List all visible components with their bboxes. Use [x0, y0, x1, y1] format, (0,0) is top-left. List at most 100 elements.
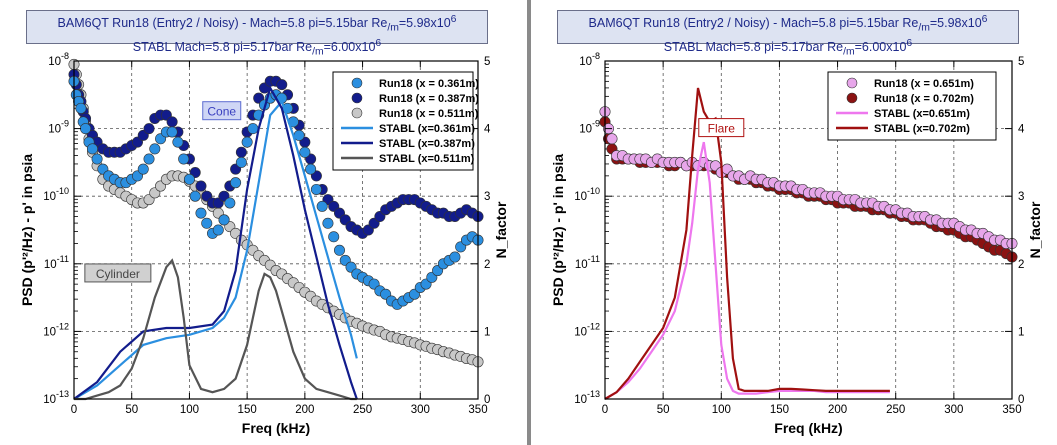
data-point — [322, 217, 334, 229]
y-axis-label: PSD (p'²/Hz) - p' in psia — [19, 154, 35, 306]
y-axis-right: 0 1 2 3 4 5 — [1005, 56, 1025, 406]
series-line — [604, 87, 890, 400]
chart-panel-left: BAM6QT Run18 (Entry2 / Noisy) - Mach=5.8… — [0, 0, 527, 445]
data-point — [201, 217, 213, 229]
y-tick-label: 10-8 — [579, 51, 600, 68]
y2-tick-label: 0 — [1018, 394, 1024, 406]
data-point — [166, 126, 178, 138]
legend: Run18 (x = 0.361m) Run18 (x = 0.387m) Run1… — [332, 71, 479, 171]
y2-tick-label: 1 — [1018, 326, 1024, 338]
x-tick-label: 350 — [1002, 404, 1021, 416]
series-markers — [599, 106, 1018, 250]
data-point — [230, 177, 242, 189]
data-point — [235, 156, 247, 168]
series-markers — [68, 75, 484, 310]
x-tick-label: 250 — [886, 404, 905, 416]
y2-tick-label: 5 — [1018, 56, 1024, 68]
x-axis: 0 50 100 150 200 250 300 350 — [71, 61, 488, 416]
chart-title-line1-right: BAM6QT Run18 (Entry2 / Noisy) - Mach=5.8… — [588, 14, 988, 34]
y-tick-label: 10-10 — [574, 186, 600, 203]
y2-axis-label: N_factor — [493, 201, 509, 258]
y2-tick-label: 2 — [1018, 259, 1024, 271]
data-point — [80, 123, 92, 135]
legend-marker — [351, 77, 363, 89]
x-tick-label: 100 — [712, 404, 731, 416]
annotation-label: Cone — [207, 105, 236, 119]
y-tick-label: 10-13 — [574, 389, 600, 406]
data-point — [247, 123, 259, 135]
y2-tick-label: 3 — [484, 191, 490, 203]
legend-marker — [351, 92, 363, 104]
annotation-box — [84, 263, 152, 283]
data-point — [305, 163, 317, 175]
x-tick-label: 50 — [125, 404, 138, 416]
x-tick-label: 350 — [468, 404, 487, 416]
x-tick-label: 0 — [71, 404, 77, 416]
x-tick-label: 300 — [944, 404, 963, 416]
series-line — [604, 141, 890, 400]
panel-separator — [527, 0, 531, 445]
y-tick-label: 10-11 — [575, 254, 600, 271]
data-point — [218, 214, 230, 226]
y-axis-label: PSD (p'²/Hz) - p' in psia — [550, 154, 566, 306]
annotation: Cone — [202, 101, 242, 121]
annotation-box — [202, 101, 242, 121]
data-point — [189, 190, 201, 202]
chart-title-line1-left: BAM6QT Run18 (Entry2 / Noisy) - Mach=5.8… — [57, 14, 457, 34]
data-point — [606, 133, 618, 145]
y-tick-label: 10-10 — [43, 186, 69, 203]
plot-frame — [604, 60, 1013, 400]
chart-title-line2-left: STABL Mach=5.8 pi=5.17bar Re/m=6.00x106 — [132, 37, 382, 58]
legend-label: STABL (x=0.387m) — [379, 138, 475, 150]
y2-tick-label: 1 — [484, 326, 490, 338]
y-tick-label: 10-9 — [579, 119, 600, 136]
legend-label: Run18 (x = 0.511m) — [379, 108, 479, 120]
data-point — [75, 102, 87, 114]
x-tick-label: 0 — [602, 404, 608, 416]
data-point — [328, 231, 340, 243]
series-line — [73, 85, 358, 400]
data-point — [91, 153, 103, 165]
y2-tick-label: 2 — [484, 259, 490, 271]
x-axis-label: Freq (kHz) — [774, 420, 842, 436]
x-tick-label: 100 — [180, 404, 199, 416]
annotation-label: Cylinder — [96, 267, 140, 281]
annotation-label: Flare — [708, 122, 736, 136]
y-tick-label: 10-8 — [48, 51, 69, 68]
x-tick-label: 50 — [657, 404, 670, 416]
data-point — [195, 180, 207, 192]
y2-axis-label: N_factor — [1027, 201, 1043, 258]
data-point — [235, 146, 247, 158]
legend-label: STABL (x=0.511m) — [379, 153, 475, 165]
legend-label: STABL (x=0.702m) — [874, 123, 970, 135]
legend-label: Run18 (x = 0.387m) — [379, 93, 479, 105]
y-tick-label: 10-13 — [43, 389, 69, 406]
chart-title-right: BAM6QT Run18 (Entry2 / Noisy) - Mach=5.8… — [557, 10, 1019, 57]
legend-label: STABL (x=0.651m) — [874, 108, 970, 120]
y-axis-left: 10-13 10-12 10-11 10-10 10-9 10-8 — [574, 51, 612, 406]
series-markers — [68, 69, 484, 239]
x-tick-label: 300 — [411, 404, 430, 416]
data-point — [299, 146, 311, 158]
legend-label: STABL (x=0.361m) — [379, 123, 475, 135]
chart-title-left: BAM6QT Run18 (Entry2 / Noisy) - Mach=5.8… — [26, 10, 488, 57]
legend-marker — [351, 107, 363, 119]
legend-marker — [846, 77, 858, 89]
legend-label: Run18 (x = 0.651m) — [874, 78, 974, 90]
legend-marker — [846, 92, 858, 104]
series-group — [599, 87, 1018, 400]
data-point — [137, 163, 149, 175]
y2-tick-label: 0 — [484, 394, 490, 406]
data-point — [276, 79, 288, 91]
data-point — [195, 207, 207, 219]
y2-tick-label: 3 — [1018, 191, 1024, 203]
y-tick-label: 10-12 — [43, 321, 69, 338]
y-tick-label: 10-9 — [48, 119, 69, 136]
x-tick-label: 150 — [238, 404, 257, 416]
x-axis: 0 50 100 150 200 250 300 350 — [602, 61, 1022, 416]
data-point — [212, 224, 224, 236]
data-point — [143, 153, 155, 165]
y-tick-label: 10-11 — [44, 254, 69, 271]
